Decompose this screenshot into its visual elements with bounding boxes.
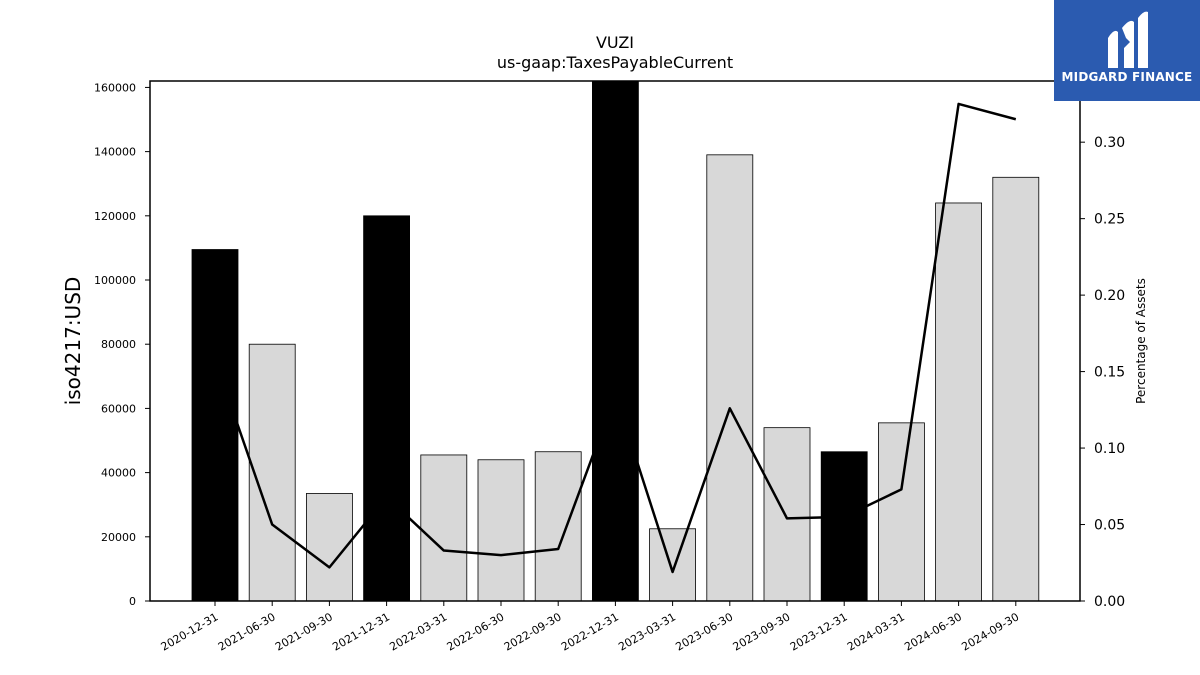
midgard-finance-logo: MIDGARD FINANCE [1054, 0, 1200, 101]
left-axis-ticks: 0 20000 40000 60000 80000 100000 120000 140000 1… [94, 81, 150, 608]
x-tick-label: 2023-06-30 [673, 610, 735, 653]
y2-tick-label: 0.30 [1094, 135, 1125, 151]
y2-tick-label: 0.10 [1094, 441, 1125, 457]
percentage-line [213, 102, 1017, 574]
x-tick-label: 2022-12-31 [559, 610, 621, 653]
x-tick-label: 2022-06-30 [445, 610, 507, 653]
y-tick-label: 80000 [101, 338, 136, 351]
bar-2024-09-30 [992, 176, 1040, 602]
y-axis-label: iso4217:USD [61, 277, 85, 406]
x-tick-label: 2021-09-30 [273, 610, 335, 653]
y-tick-label: 40000 [101, 467, 136, 480]
bar-2022-12-31 [592, 80, 639, 602]
x-tick-label: 2021-12-31 [330, 610, 392, 653]
x-tick-label: 2021-06-30 [216, 610, 278, 653]
bar-2023-12-31 [820, 451, 868, 602]
x-tick-label: 2024-03-31 [845, 610, 907, 653]
x-tick-label: 2023-09-30 [731, 610, 793, 653]
y-tick-label: 160000 [94, 81, 136, 94]
bar-2022-03-31 [420, 454, 468, 602]
bar-2024-03-31 [878, 422, 925, 602]
x-tick-label: 2022-09-30 [502, 610, 564, 653]
y-tick-label: 120000 [94, 210, 136, 223]
x-tick-label: 2024-06-30 [902, 610, 964, 653]
x-tick-label: 2023-12-31 [788, 610, 850, 653]
y2-axis-label: Percentage of Assets [1134, 278, 1148, 404]
bar-2023-06-30 [706, 154, 754, 602]
bar-2022-09-30 [534, 451, 582, 602]
y-tick-label: 140000 [94, 146, 136, 159]
x-tick-label: 2020-12-31 [159, 610, 221, 653]
logo-text: MIDGARD FINANCE [1061, 70, 1193, 84]
bar-2022-06-30 [477, 459, 525, 602]
y2-tick-label: 0.20 [1094, 288, 1125, 304]
midgard-logo-icon [1108, 11, 1148, 69]
y-tick-label: 0 [129, 595, 136, 608]
y-tick-label: 20000 [101, 531, 136, 544]
bar-2020-12-31 [191, 249, 239, 602]
x-axis-ticks: 2020-12-312021-06-302021-09-302021-12-31… [159, 601, 1021, 654]
x-tick-label: 2022-03-31 [387, 610, 449, 653]
y2-tick-label: 0.15 [1094, 365, 1125, 381]
y2-tick-label: 0.05 [1094, 518, 1125, 534]
y2-tick-label: 0.25 [1094, 212, 1125, 228]
y-tick-label: 60000 [101, 402, 136, 415]
bar-2021-12-31 [363, 215, 411, 602]
bar-series [191, 80, 1040, 602]
bar-2023-09-30 [763, 427, 811, 602]
x-tick-label: 2023-03-31 [616, 610, 678, 653]
chart-title: VUZI [596, 33, 634, 52]
y-tick-label: 100000 [94, 274, 136, 287]
right-axis-ticks: 0.00 0.05 0.10 0.15 0.20 0.25 0.30 [1080, 135, 1125, 610]
x-tick-label: 2024-09-30 [959, 610, 1021, 653]
y2-tick-label: 0.00 [1094, 594, 1125, 610]
bar-2023-03-31 [649, 528, 696, 602]
chart-subtitle: us-gaap:TaxesPayableCurrent [497, 53, 733, 72]
bar-2024-06-30 [935, 202, 982, 602]
bar-2021-06-30 [248, 343, 296, 602]
